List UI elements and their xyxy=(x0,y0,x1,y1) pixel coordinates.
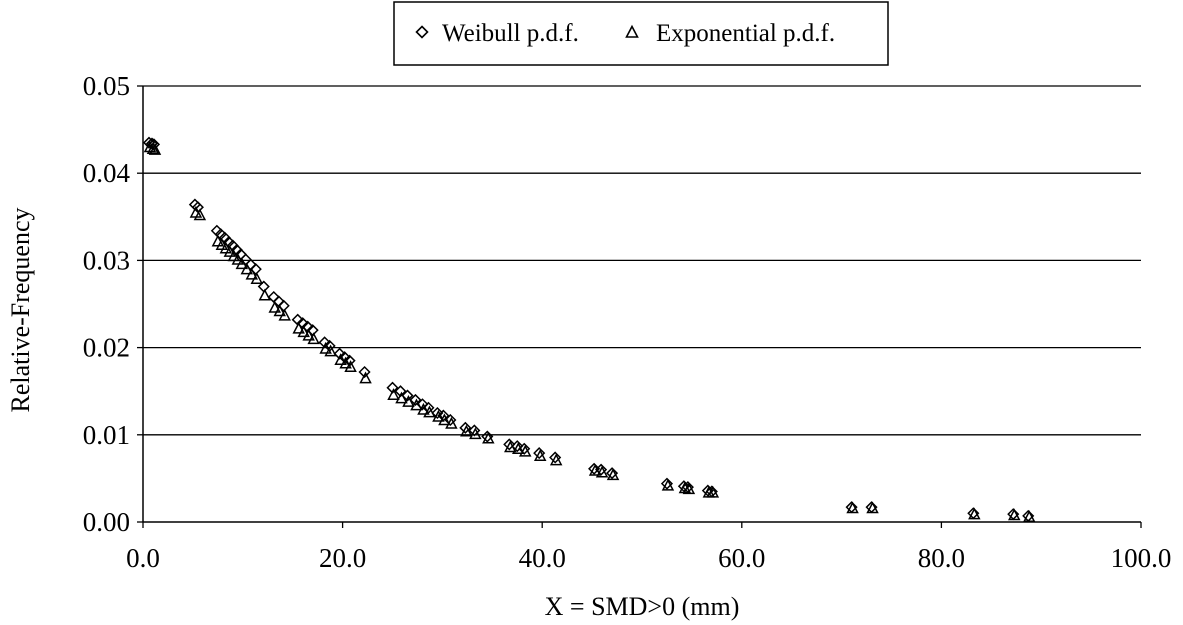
exponential-point xyxy=(324,344,337,357)
legend-label-weibull: Weibull p.d.f. xyxy=(442,20,579,47)
legend-label-exponential: Exponential p.d.f. xyxy=(656,20,835,47)
weibull-point xyxy=(511,440,524,453)
series-exponential xyxy=(143,140,1036,523)
exponential-point xyxy=(235,257,249,270)
exponential-point xyxy=(339,356,352,369)
exponential-point xyxy=(302,328,315,341)
exponential-point xyxy=(866,501,879,514)
x-tick-label: 100.0 xyxy=(1111,543,1172,573)
x-axis-title: X = SMD>0 (mm) xyxy=(545,592,740,621)
exponential-point xyxy=(146,142,160,155)
weibull-point xyxy=(318,336,331,349)
weibull-point xyxy=(468,424,481,437)
exponential-point xyxy=(512,442,525,455)
exponential-point xyxy=(595,465,609,478)
exponential-point xyxy=(588,463,602,476)
exponential-point xyxy=(148,143,162,155)
gridlines xyxy=(143,85,1141,436)
weibull-point xyxy=(677,480,690,493)
exponential-point xyxy=(273,304,286,317)
weibull-point xyxy=(459,421,472,434)
y-tick-label: 0.00 xyxy=(83,507,130,537)
weibull-point xyxy=(533,447,546,460)
x-tick-label: 80.0 xyxy=(918,543,965,573)
exponential-point xyxy=(482,431,495,444)
exponential-point xyxy=(533,449,547,461)
y-axis-ticks: 0.00 0.01 0.02 0.03 0.04 0.05 xyxy=(83,71,143,537)
exponential-point xyxy=(661,478,675,491)
exponential-point xyxy=(344,360,357,373)
exponential-point xyxy=(549,453,563,466)
legend: Weibull p.d.f. Exponential p.d.f. xyxy=(393,1,889,66)
weibull-point xyxy=(481,430,494,443)
exponential-point xyxy=(319,341,332,354)
exponential-point xyxy=(706,485,720,498)
weibull-point xyxy=(409,393,422,406)
x-tick-label: 0.0 xyxy=(126,543,160,573)
series-weibull xyxy=(142,136,1035,522)
y-axis-title: Relative-Frequency xyxy=(6,207,35,412)
y-tick-label: 0.05 xyxy=(83,71,130,101)
exponential-point xyxy=(231,252,245,265)
exponential-point xyxy=(307,332,320,345)
exponential-point xyxy=(410,398,423,411)
y-tick-label: 0.04 xyxy=(83,158,131,188)
weibull-point xyxy=(358,365,371,379)
exponential-point xyxy=(469,427,482,440)
exponential-point xyxy=(278,308,291,321)
exponential-point xyxy=(1008,508,1021,521)
weibull-point xyxy=(660,477,674,490)
exponential-point xyxy=(143,140,157,153)
exponential-point xyxy=(193,208,207,221)
exponential-point xyxy=(395,391,408,404)
x-tick-label: 20.0 xyxy=(319,543,366,573)
exponential-point xyxy=(240,262,254,275)
weibull-point xyxy=(595,463,608,476)
exponential-point xyxy=(417,402,430,415)
x-tick-label: 60.0 xyxy=(718,543,765,573)
exponential-point xyxy=(682,482,696,495)
exponential-point xyxy=(250,272,264,284)
exponential-point xyxy=(297,325,310,338)
exponential-point xyxy=(518,444,532,457)
exponential-point xyxy=(460,424,473,437)
exponential-point xyxy=(432,409,445,422)
exponential-point xyxy=(258,288,271,301)
weibull-point xyxy=(588,462,601,475)
weibull-point xyxy=(401,389,414,402)
weibull-point xyxy=(503,438,516,451)
exponential-point xyxy=(387,388,400,400)
exponential-point xyxy=(268,300,281,313)
weibull-point xyxy=(549,451,562,464)
exponential-point xyxy=(438,413,451,426)
exponential-point xyxy=(334,353,347,366)
exponential-point xyxy=(968,507,981,520)
exponential-point xyxy=(445,416,458,429)
legend-box xyxy=(393,1,889,66)
exponential-point xyxy=(223,245,237,257)
y-tick-label: 0.01 xyxy=(83,420,130,450)
exponential-point xyxy=(423,405,436,418)
exponential-point xyxy=(402,395,415,407)
x-tick-label: 40.0 xyxy=(519,543,566,573)
exponential-point xyxy=(606,468,620,481)
weibull-point xyxy=(416,398,429,411)
series-layer xyxy=(142,136,1036,523)
exponential-point xyxy=(245,267,259,280)
x-axis-ticks: 0.0 20.0 40.0 60.0 80.0 100.0 xyxy=(126,522,1171,573)
weibull-point xyxy=(605,467,619,480)
exponential-point xyxy=(504,440,517,453)
weibull-point xyxy=(145,137,159,150)
y-tick-label: 0.02 xyxy=(83,333,130,363)
legend-diamond-icon xyxy=(415,25,429,39)
y-tick-label: 0.03 xyxy=(83,245,130,275)
exponential-point xyxy=(846,501,859,514)
exponential-point xyxy=(1022,510,1036,523)
exponential-point xyxy=(359,371,372,384)
legend-triangle-icon xyxy=(625,24,639,38)
weibull-point xyxy=(431,406,444,420)
weibull-point xyxy=(333,347,346,360)
exponential-point xyxy=(292,321,305,334)
